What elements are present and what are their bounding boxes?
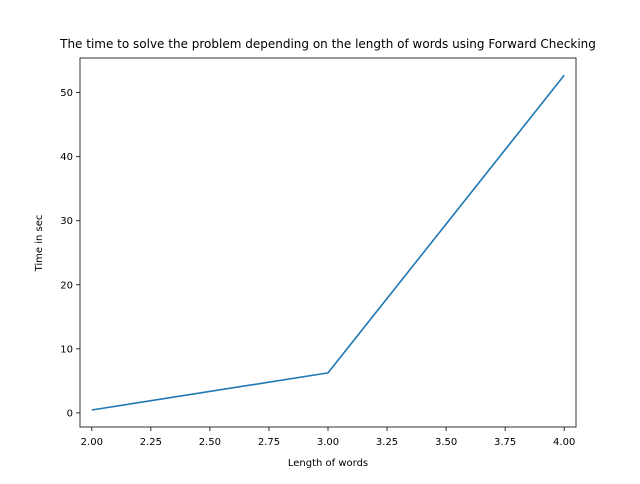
- y-tick-label: 20: [60, 280, 73, 291]
- x-tick-label: 2.00: [81, 437, 103, 448]
- x-tick-label: 2.50: [199, 437, 221, 448]
- series-layer: [91, 74, 565, 411]
- x-axis-label: Length of words: [288, 458, 368, 469]
- y-tick-label: 40: [60, 152, 73, 163]
- x-tick-label: 3.00: [317, 437, 339, 448]
- x-tick-label: 2.25: [140, 437, 162, 448]
- y-tick-label: 10: [60, 344, 73, 355]
- ticks-layer: 2.00 2.25 2.50 2.75 3.00 3.25 3.50 3.75 4.00 0 10 2…: [60, 88, 575, 448]
- chart-title: The time to solve the problem depending …: [59, 37, 596, 51]
- x-tick-label: 3.25: [376, 437, 398, 448]
- y-tick-label: 30: [60, 216, 73, 227]
- x-tick-label: 2.75: [258, 437, 280, 448]
- x-tick-label: 4.00: [553, 437, 575, 448]
- series-line: [91, 74, 565, 411]
- y-tick-label: 50: [60, 88, 73, 99]
- title-layer: The time to solve the problem depending …: [59, 37, 596, 51]
- y-tick-label: 0: [67, 408, 73, 419]
- y-axis-label: Time in sec: [34, 215, 45, 273]
- x-tick-label: 3.50: [435, 437, 457, 448]
- x-tick-label: 3.75: [494, 437, 516, 448]
- labels-layer: Length of words Time in sec: [34, 215, 368, 469]
